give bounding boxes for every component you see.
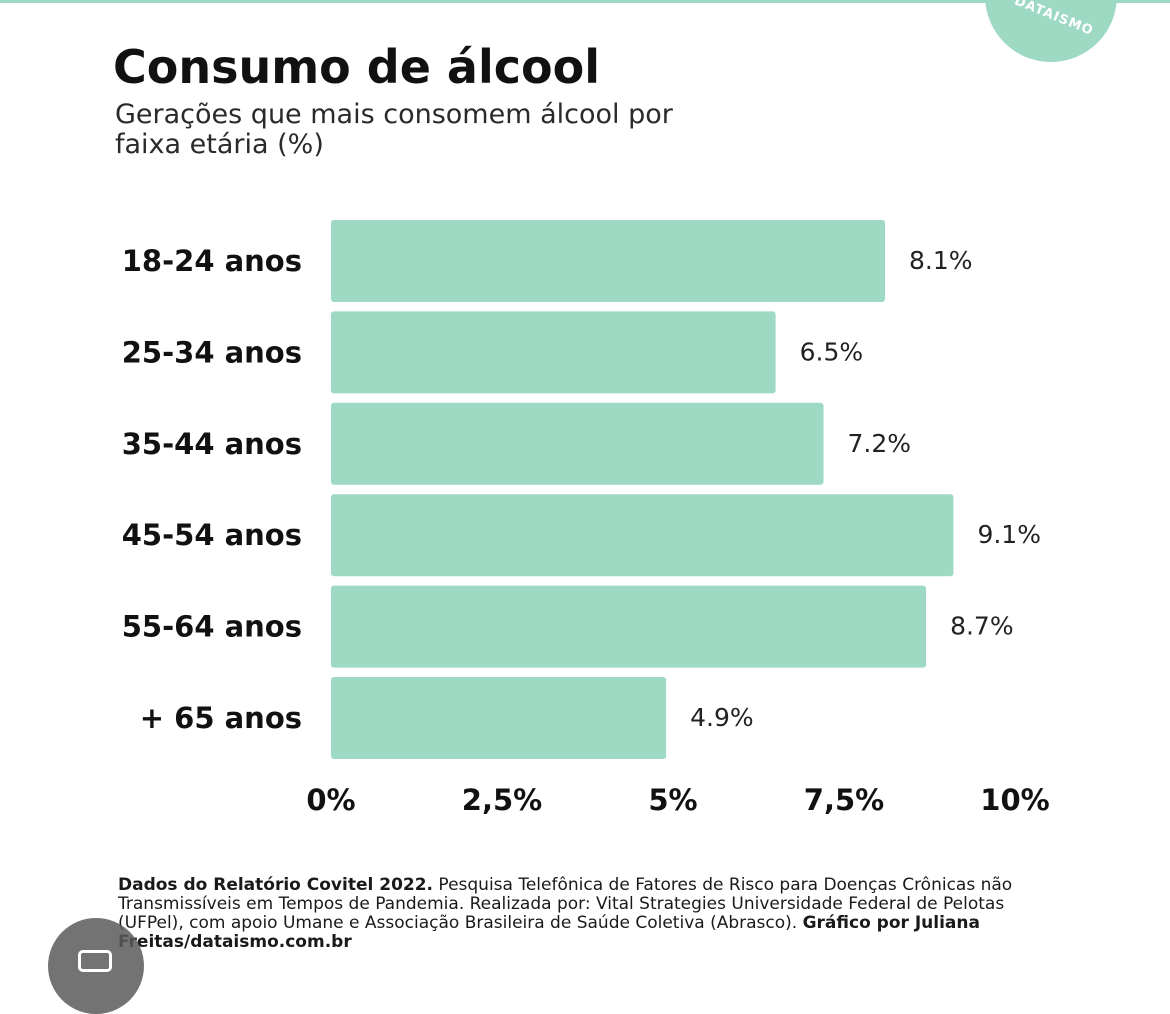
value-label: 6.5% bbox=[800, 337, 864, 366]
camera-icon[interactable] bbox=[78, 950, 112, 972]
source-text: Pesquisa Telefônica de Fatores de Risco … bbox=[118, 875, 1013, 933]
x-tick-label: 7,5% bbox=[804, 783, 884, 817]
bar-chart: 18-24 anos 8.1% 25-34 anos 6.5% 35-44 anos 7.… bbox=[122, 220, 1050, 817]
category-label: 35-44 anos bbox=[122, 427, 302, 461]
x-tick-label: 0% bbox=[306, 783, 355, 817]
value-label: 7.2% bbox=[847, 429, 911, 458]
source-bold: Dados do Relatório Covitel 2022. bbox=[118, 875, 434, 895]
bar bbox=[331, 311, 776, 394]
credit-bold: Gráfico por Juliana Freitas/dataismo.com… bbox=[118, 913, 980, 952]
value-label: 8.1% bbox=[909, 246, 973, 275]
value-label: 4.9% bbox=[690, 703, 754, 732]
category-label: 25-34 anos bbox=[122, 335, 302, 369]
x-tick-label: 10% bbox=[980, 783, 1049, 817]
bar bbox=[331, 220, 886, 302]
x-tick-label: 2,5% bbox=[462, 783, 542, 817]
bar bbox=[331, 585, 927, 668]
chart-subtitle: Gerações que mais consomem álcool por fa… bbox=[115, 99, 673, 160]
bar bbox=[331, 494, 954, 577]
source-note: Dados do Relatório Covitel 2022. Pesquis… bbox=[118, 876, 1058, 952]
bar bbox=[331, 402, 824, 485]
top-rule bbox=[0, 0, 1170, 3]
category-label: 55-64 anos bbox=[122, 610, 302, 644]
value-label: 8.7% bbox=[950, 612, 1014, 641]
value-label: 9.1% bbox=[977, 520, 1041, 549]
bar bbox=[331, 677, 667, 759]
category-label: 45-54 anos bbox=[122, 518, 302, 552]
category-label: + 65 anos bbox=[140, 701, 302, 735]
x-tick-label: 5% bbox=[648, 783, 697, 817]
category-label: 18-24 anos bbox=[122, 244, 302, 278]
chart-title: Consumo de álcool bbox=[113, 40, 600, 94]
